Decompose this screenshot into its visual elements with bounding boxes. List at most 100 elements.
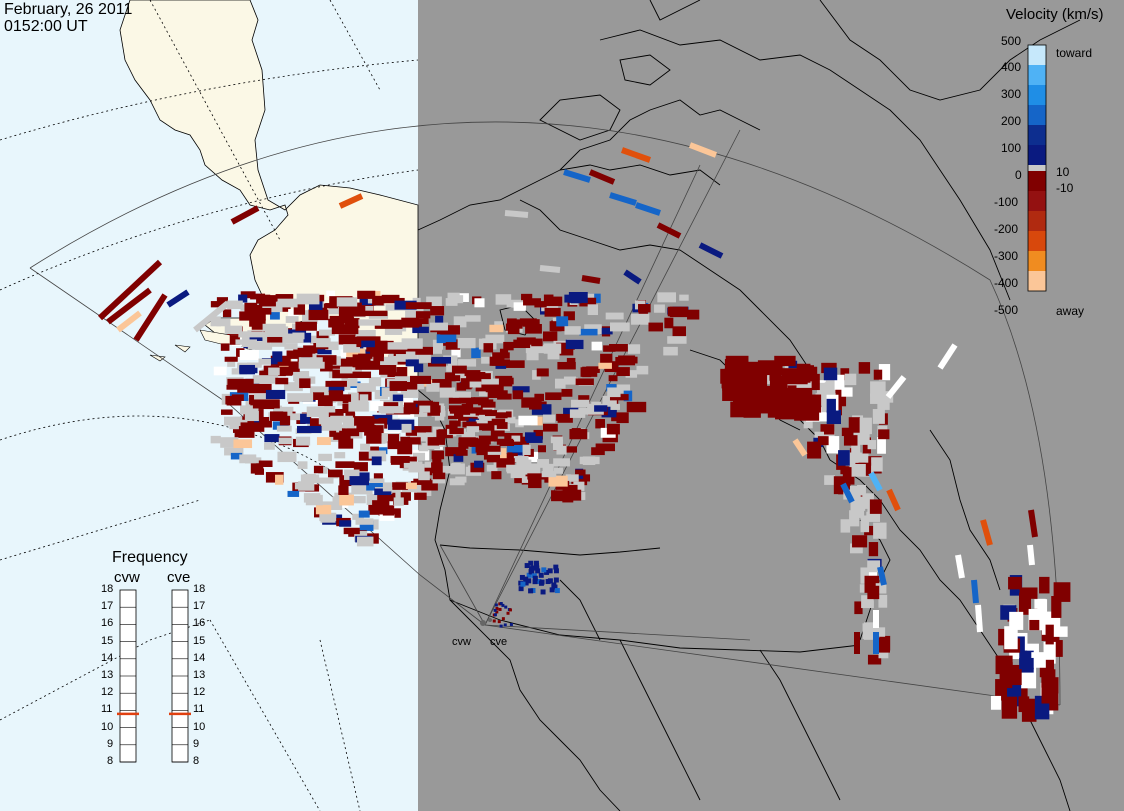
velocity-cell: [355, 518, 374, 525]
velocity-cell: [859, 417, 872, 435]
velocity-cell: [495, 412, 508, 419]
velocity-cell: [591, 447, 605, 456]
velocity-cell: [339, 520, 352, 527]
velocity-cell: [481, 378, 499, 385]
colorbar-tick-label: -200: [994, 222, 1019, 236]
velocity-cell: [528, 560, 534, 566]
velocity-cell: [240, 405, 259, 415]
velocity-cell: [537, 459, 550, 468]
velocity-cell: [381, 294, 400, 304]
colorbar-swatch: [1028, 231, 1046, 251]
velocity-cell: [227, 357, 236, 367]
velocity-cell: [265, 472, 284, 483]
velocity-cell: [541, 471, 557, 478]
velocity-cell: [497, 393, 512, 400]
velocity-cell: [461, 403, 474, 410]
velocity-cell: [371, 456, 382, 466]
velocity-cell: [1027, 643, 1039, 656]
velocity-cell: [569, 409, 586, 418]
velocity-cell: [547, 349, 560, 360]
velocity-cell: [317, 395, 333, 407]
velocity-cell: [332, 369, 348, 379]
velocity-cell: [362, 310, 388, 317]
velocity-cell: [562, 484, 578, 496]
velocity-cell: [541, 567, 547, 573]
velocity-cell: [606, 423, 620, 435]
velocity-streak: [980, 519, 993, 546]
velocity-cell: [388, 487, 401, 498]
velocity-cell: [224, 325, 243, 335]
velocity-cell: [313, 392, 325, 401]
velocity-cell: [727, 382, 746, 397]
velocity-cell: [595, 419, 605, 429]
radar-site-label-cvw: cvw: [452, 636, 471, 648]
velocity-streak: [885, 375, 907, 399]
velocity-cell: [627, 356, 638, 364]
velocity-cell: [277, 298, 298, 308]
velocity-cell: [520, 581, 526, 587]
velocity-cell: [454, 408, 471, 415]
velocity-cell: [210, 435, 221, 444]
velocity-cell: [299, 378, 311, 389]
velocity-cell: [499, 602, 503, 606]
colorbar-swatch: [1028, 171, 1046, 191]
velocity-cell: [521, 397, 540, 408]
velocity-streak: [840, 482, 855, 504]
velocity-cell: [532, 579, 538, 585]
velocity-cell: [355, 360, 381, 370]
velocity-cell: [353, 462, 368, 472]
frequency-scale-label: 17: [101, 600, 114, 613]
velocity-cell: [227, 378, 254, 386]
velocity-cell: [518, 415, 538, 426]
velocity-cell: [427, 437, 440, 446]
colorbar-tick-label: 200: [1001, 114, 1022, 128]
velocity-cell: [1018, 696, 1030, 713]
velocity-cell: [297, 461, 308, 469]
velocity-cell: [598, 362, 612, 369]
velocity-cell: [508, 608, 512, 612]
velocity-cell: [860, 515, 870, 533]
velocity-cell: [330, 415, 353, 423]
velocity-cell: [474, 298, 485, 308]
frequency-scale-label: 11: [193, 703, 205, 716]
velocity-cell: [506, 453, 518, 463]
velocity-cell: [320, 360, 333, 372]
velocity-cell: [305, 494, 323, 506]
velocity-cell: [257, 420, 272, 428]
velocity-cell: [466, 407, 481, 414]
velocity-cell: [244, 302, 258, 313]
velocity-cell: [569, 429, 588, 440]
velocity-cell: [335, 461, 355, 468]
velocity-cell: [807, 441, 822, 459]
velocity-cell: [220, 409, 233, 415]
velocity-cell: [240, 422, 265, 432]
velocity-cell: [503, 341, 514, 351]
velocity-cell: [316, 338, 331, 348]
velocity-cell: [220, 343, 230, 351]
velocity-cell: [524, 432, 536, 442]
velocity-cell: [543, 343, 562, 354]
velocity-cell: [687, 309, 700, 320]
velocity-cell: [509, 622, 513, 626]
colorbar-swatch: [1028, 45, 1046, 65]
velocity-streak: [581, 275, 601, 284]
velocity-cell: [858, 362, 871, 374]
velocity-cell: [627, 344, 641, 354]
velocity-cell: [617, 384, 631, 394]
velocity-cell: [426, 382, 440, 392]
velocity-cell: [405, 482, 417, 490]
velocity-cell: [268, 367, 280, 376]
velocity-cell: [476, 423, 487, 430]
velocity-cell: [238, 331, 264, 338]
velocity-cell: [426, 296, 442, 308]
velocity-cell: [401, 317, 420, 328]
velocity-streak: [792, 438, 808, 457]
velocity-cell: [432, 379, 452, 388]
velocity-cell: [224, 447, 244, 456]
velocity-cell: [348, 392, 359, 402]
velocity-cell: [521, 293, 533, 301]
velocity-cell: [322, 501, 343, 510]
velocity-cell: [321, 422, 342, 431]
